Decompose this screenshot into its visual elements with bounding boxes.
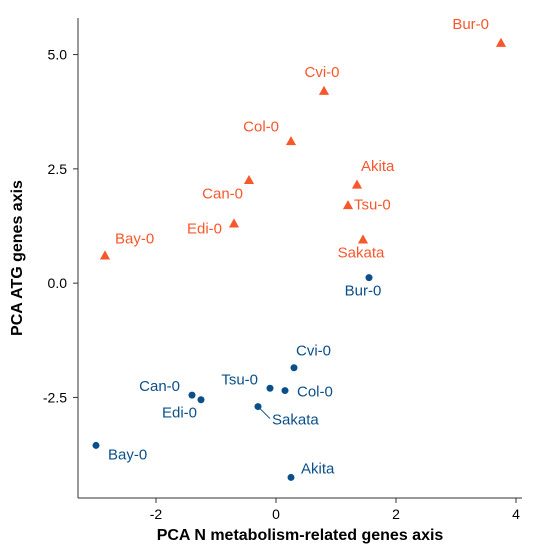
- data-label: Col-0: [243, 118, 279, 135]
- data-label: Tsu-0: [221, 371, 258, 388]
- data-point: [288, 474, 295, 481]
- y-axis-title: PCA ATG genes axis: [9, 180, 26, 336]
- data-label: Edi-0: [162, 405, 197, 422]
- pca-scatter-chart: -2 0 2 4 -2.5 0.0 2.5 5.0 PCA N metabolism-relat…: [0, 0, 538, 550]
- data-label: Col-0: [297, 384, 333, 401]
- data-label: Akita: [301, 460, 335, 477]
- data-label: Bay-0: [108, 446, 147, 463]
- data-label: Akita: [361, 158, 395, 175]
- data-label: Bay-0: [115, 231, 154, 248]
- data-label: Can-0: [139, 378, 180, 395]
- data-label: Sakata: [338, 245, 385, 262]
- data-point: [198, 396, 205, 403]
- x-axis-title: PCA N metabolism-related genes axis: [157, 527, 444, 544]
- data-label: Can-0: [202, 185, 243, 202]
- chart-svg: -2 0 2 4 -2.5 0.0 2.5 5.0 PCA N metabolism-relat…: [0, 0, 538, 550]
- data-label: Tsu-0: [354, 196, 391, 213]
- data-point: [282, 387, 289, 394]
- data-label: Bur-0: [345, 283, 382, 300]
- y-tick-label: 5.0: [48, 47, 68, 63]
- data-point: [291, 364, 298, 371]
- y-tick-label: 0.0: [48, 275, 68, 291]
- data-label: Edi-0: [187, 221, 222, 238]
- x-tick-label: -2: [150, 506, 163, 522]
- data-point: [189, 392, 196, 399]
- data-label: Cvi-0: [304, 64, 339, 81]
- data-label: Cvi-0: [296, 343, 331, 360]
- data-point: [93, 442, 100, 449]
- x-tick-label: 2: [392, 506, 400, 522]
- data-label: Bur-0: [452, 16, 489, 33]
- y-tick-label: 2.5: [48, 161, 68, 177]
- data-point: [366, 274, 373, 281]
- data-label: Sakata: [272, 412, 319, 429]
- x-tick-label: 4: [512, 506, 520, 522]
- data-point: [267, 385, 274, 392]
- y-tick-label: -2.5: [43, 389, 67, 405]
- x-tick-label: 0: [272, 506, 280, 522]
